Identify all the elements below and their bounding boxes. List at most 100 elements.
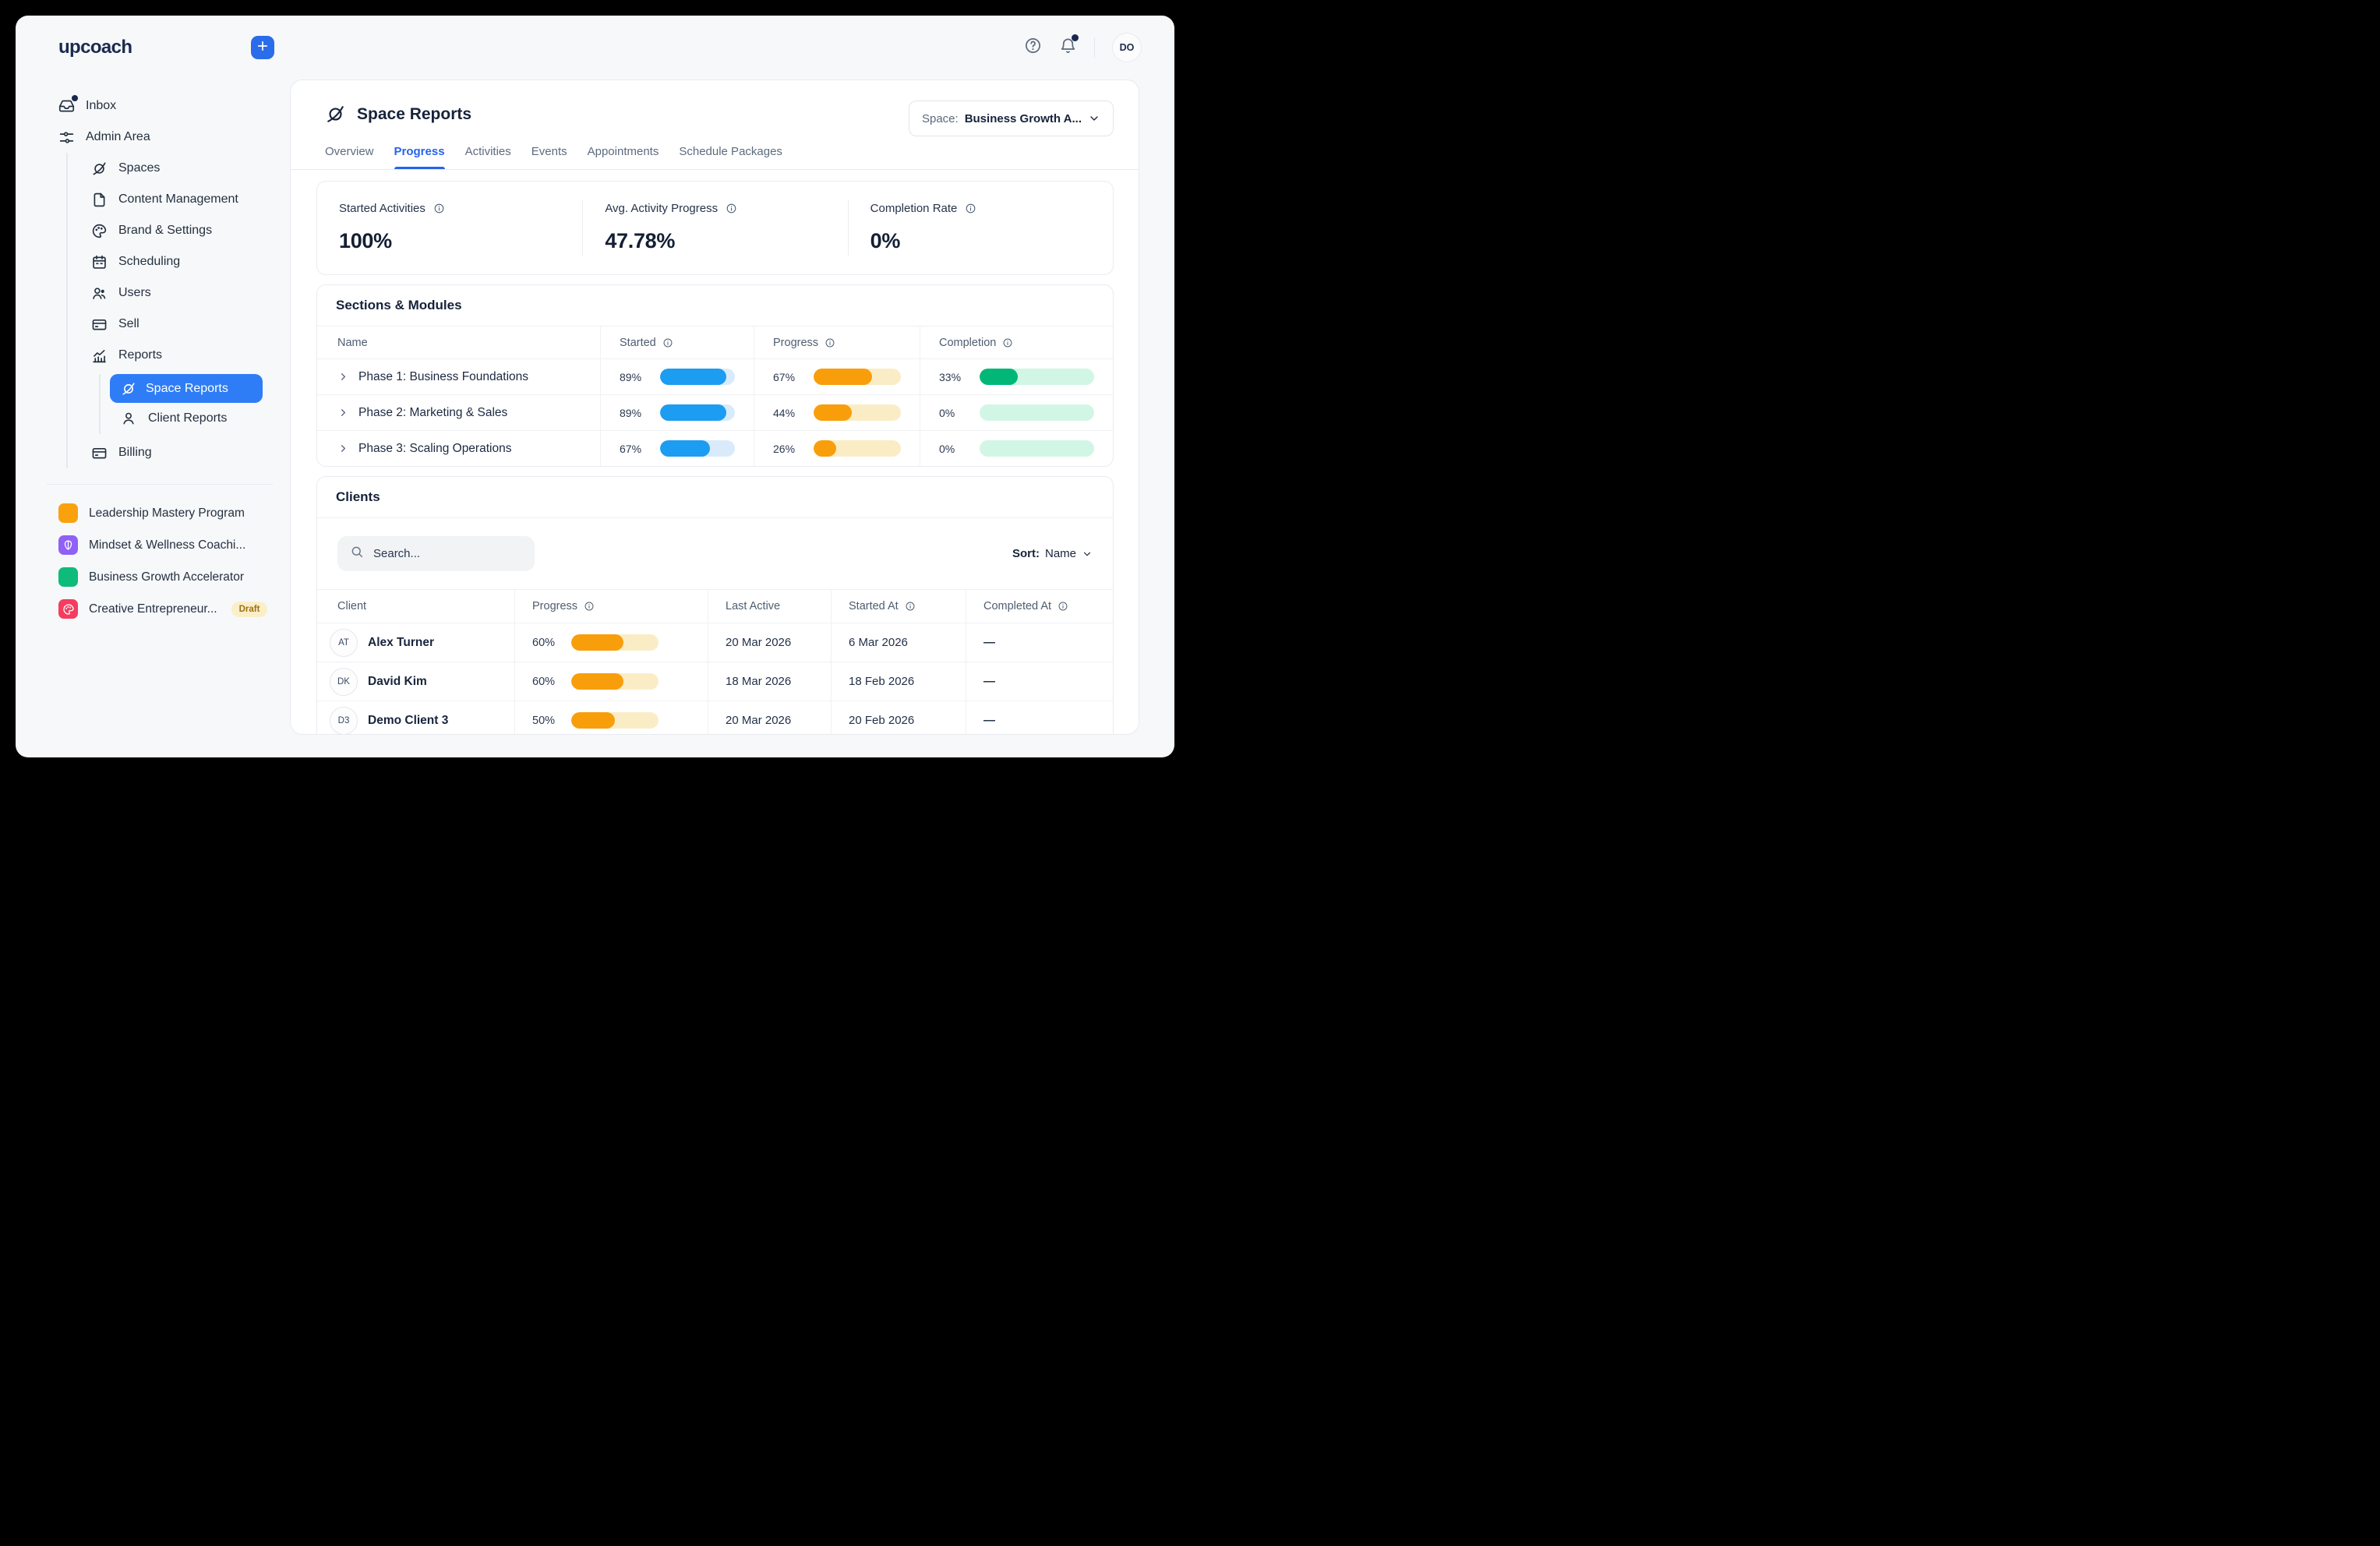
- draft-badge: Draft: [231, 601, 268, 617]
- completion-percent: 0%: [939, 406, 955, 419]
- sidebar-item-content-management[interactable]: Content Management: [91, 184, 290, 215]
- palette-icon: [58, 599, 78, 619]
- column-header-started-at: Started At: [849, 600, 899, 612]
- sections-card-title: Sections & Modules: [317, 285, 1113, 326]
- progress-percent: 60%: [532, 675, 556, 688]
- column-header-progress: Progress: [773, 336, 819, 349]
- sidebar-item-space-reports[interactable]: Space Reports: [110, 374, 263, 403]
- chevron-right-icon[interactable]: [337, 443, 349, 454]
- clients-card-title: Clients: [317, 477, 1113, 518]
- info-icon[interactable]: [825, 337, 835, 348]
- program-item-business-growth[interactable]: Business Growth Accelerator: [58, 561, 290, 593]
- completed-at-value: —: [983, 675, 995, 688]
- clients-toolbar: Sort: Name: [317, 518, 1113, 590]
- started-percent: 67%: [620, 442, 642, 455]
- tab-activities[interactable]: Activities: [464, 145, 511, 158]
- chevron-right-icon[interactable]: [337, 407, 349, 418]
- stat-label: Avg. Activity Progress: [605, 202, 719, 215]
- chart-icon: [91, 348, 108, 364]
- tab-events[interactable]: Events: [531, 145, 567, 158]
- sidebar-item-label: Content Management: [118, 192, 238, 206]
- info-icon[interactable]: [1058, 601, 1068, 612]
- reports-group: Space Reports Client Reports: [99, 374, 290, 434]
- column-header-name: Name: [337, 336, 368, 349]
- sort-value: Name: [1044, 547, 1076, 560]
- layout: Inbox Admin Area Spaces Content Manageme…: [16, 79, 1174, 757]
- sidebar-item-scheduling[interactable]: Scheduling: [91, 246, 290, 277]
- sidebar-item-label: Spaces: [118, 161, 161, 175]
- avatar: DK: [330, 667, 358, 696]
- column-header-started: Started: [620, 336, 656, 349]
- info-icon[interactable]: [905, 601, 916, 612]
- sidebar-item-users[interactable]: Users: [91, 277, 290, 309]
- info-icon[interactable]: [726, 203, 737, 214]
- users-icon: [91, 285, 108, 302]
- info-icon[interactable]: [662, 337, 673, 348]
- program-item-leadership-mastery[interactable]: Leadership Mastery Program: [58, 497, 290, 529]
- sections-modules-card: Sections & Modules Name Started Progress…: [316, 284, 1114, 467]
- info-icon[interactable]: [433, 203, 445, 214]
- tab-overview[interactable]: Overview: [325, 145, 374, 158]
- section-row-phase-2[interactable]: Phase 2: Marketing & Sales 89% 44% 0%: [317, 394, 1113, 430]
- notifications-button[interactable]: [1059, 34, 1079, 58]
- tab-appointments[interactable]: Appointments: [587, 145, 659, 158]
- page-title: Space Reports: [357, 104, 472, 123]
- progress-percent: 26%: [773, 442, 796, 455]
- client-row-demo-client-3[interactable]: D3 Demo Client 3 50% 20 Mar 2026 20 Feb 2…: [317, 701, 1113, 734]
- sidebar-item-billing[interactable]: Billing: [91, 437, 290, 468]
- section-row-phase-1[interactable]: Phase 1: Business Foundations 89% 67% 33…: [317, 358, 1113, 394]
- client-row-david-kim[interactable]: DK David Kim 60% 18 Mar 2026 18 Feb 2026 …: [317, 662, 1113, 701]
- sidebar-item-sell[interactable]: Sell: [91, 309, 290, 340]
- create-button[interactable]: [251, 36, 274, 59]
- client-search[interactable]: [337, 536, 535, 571]
- info-icon[interactable]: [584, 601, 595, 612]
- upcoach-logo: upcoach: [58, 37, 132, 58]
- sidebar-item-label: Inbox: [86, 99, 117, 112]
- inbox-icon: [58, 94, 78, 115]
- sidebar-item-label: Client Reports: [148, 411, 228, 425]
- client-row-alex-turner[interactable]: AT Alex Turner 60% 20 Mar 2026 6 Mar 2026…: [317, 623, 1113, 662]
- stat-label: Started Activities: [339, 202, 426, 215]
- progress-bar: [571, 712, 659, 729]
- section-name: Phase 1: Business Foundations: [358, 369, 528, 383]
- credit-card-icon: [91, 316, 108, 333]
- person-icon: [121, 411, 137, 426]
- program-item-mindset-wellness[interactable]: Mindset & Wellness Coachi...: [58, 529, 290, 561]
- completion-percent: 0%: [939, 442, 955, 455]
- main-area: Space Reports Space: Business Growth A..…: [290, 79, 1139, 757]
- column-header-completed-at: Completed At: [983, 600, 1052, 612]
- sidebar-item-client-reports[interactable]: Client Reports: [110, 403, 290, 434]
- progress-bar: [814, 404, 901, 421]
- section-row-phase-3[interactable]: Phase 3: Scaling Operations 67% 26% 0%: [317, 430, 1113, 466]
- progress-percent: 67%: [773, 370, 796, 383]
- sidebar-item-brand-settings[interactable]: Brand & Settings: [91, 215, 290, 246]
- calendar-icon: [91, 254, 108, 270]
- tab-progress[interactable]: Progress: [394, 145, 445, 169]
- sidebar-item-label: Brand & Settings: [118, 224, 213, 237]
- user-avatar[interactable]: DO: [1112, 33, 1142, 62]
- completion-bar: [980, 369, 1094, 385]
- tab-schedule-packages[interactable]: Schedule Packages: [679, 145, 782, 158]
- sidebar-item-inbox[interactable]: Inbox: [58, 90, 290, 122]
- completion-bar: [980, 404, 1094, 421]
- space-selector-dropdown[interactable]: Space: Business Growth A...: [908, 101, 1114, 136]
- planet-icon: [121, 381, 136, 397]
- program-item-creative-entrepreneur[interactable]: Creative Entrepreneur... Draft: [58, 593, 290, 625]
- client-name: Alex Turner: [368, 635, 434, 649]
- help-button[interactable]: [1024, 37, 1042, 58]
- sidebar-item-admin-area[interactable]: Admin Area: [58, 122, 290, 153]
- report-tabs: Overview Progress Activities Events Appo…: [325, 145, 1114, 169]
- sidebar-item-reports[interactable]: Reports: [91, 340, 290, 371]
- search-input[interactable]: [373, 547, 522, 560]
- sidebar-item-label: Reports: [118, 348, 163, 362]
- sort-dropdown[interactable]: Sort: Name: [1012, 547, 1093, 560]
- info-icon[interactable]: [1002, 337, 1013, 348]
- chevron-down-icon: [1082, 549, 1093, 559]
- info-icon[interactable]: [965, 203, 976, 214]
- tabs-divider: [291, 169, 1139, 170]
- chevron-right-icon[interactable]: [337, 371, 349, 383]
- column-header-progress: Progress: [532, 600, 578, 612]
- started-bar: [660, 369, 735, 385]
- sidebar-item-spaces[interactable]: Spaces: [91, 153, 290, 184]
- panel-header: Space Reports Space: Business Growth A..…: [291, 80, 1139, 169]
